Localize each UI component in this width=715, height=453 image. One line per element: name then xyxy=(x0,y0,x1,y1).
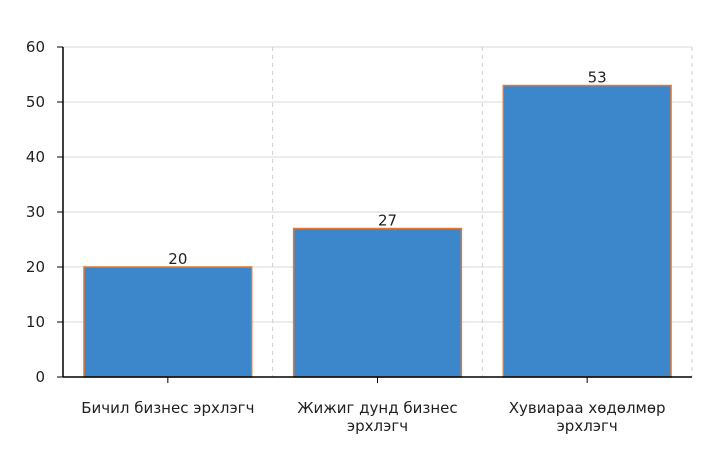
y-tick-label: 40 xyxy=(26,148,45,166)
axes xyxy=(57,46,692,383)
x-tick-label: Бичил бизнес эрхлэгч xyxy=(81,399,254,417)
bar xyxy=(83,266,253,378)
data-label: 27 xyxy=(378,212,397,230)
y-tick-label: 0 xyxy=(35,368,45,386)
x-tick-label: Хувиараа хөдөлмөр xyxy=(509,399,666,417)
x-tick-label: эрхлэгч xyxy=(347,417,408,435)
bar xyxy=(502,84,672,378)
y-tick-label: 20 xyxy=(26,258,45,276)
bars xyxy=(83,84,672,378)
labels: 0 10 20 30 40 50 60 20 Бичил бизнес эрхлэгч 27 Жиж… xyxy=(26,38,666,435)
y-tick-label: 60 xyxy=(26,38,45,56)
data-label: 53 xyxy=(588,69,607,87)
y-tick-label: 50 xyxy=(26,93,45,111)
y-tick-label: 30 xyxy=(26,203,45,221)
bar xyxy=(292,227,463,378)
data-label: 20 xyxy=(168,250,187,268)
x-tick-label: Жижиг дунд бизнес xyxy=(297,399,457,417)
y-tick-label: 10 xyxy=(26,313,45,331)
x-tick-label: эрхлэгч xyxy=(557,417,618,435)
